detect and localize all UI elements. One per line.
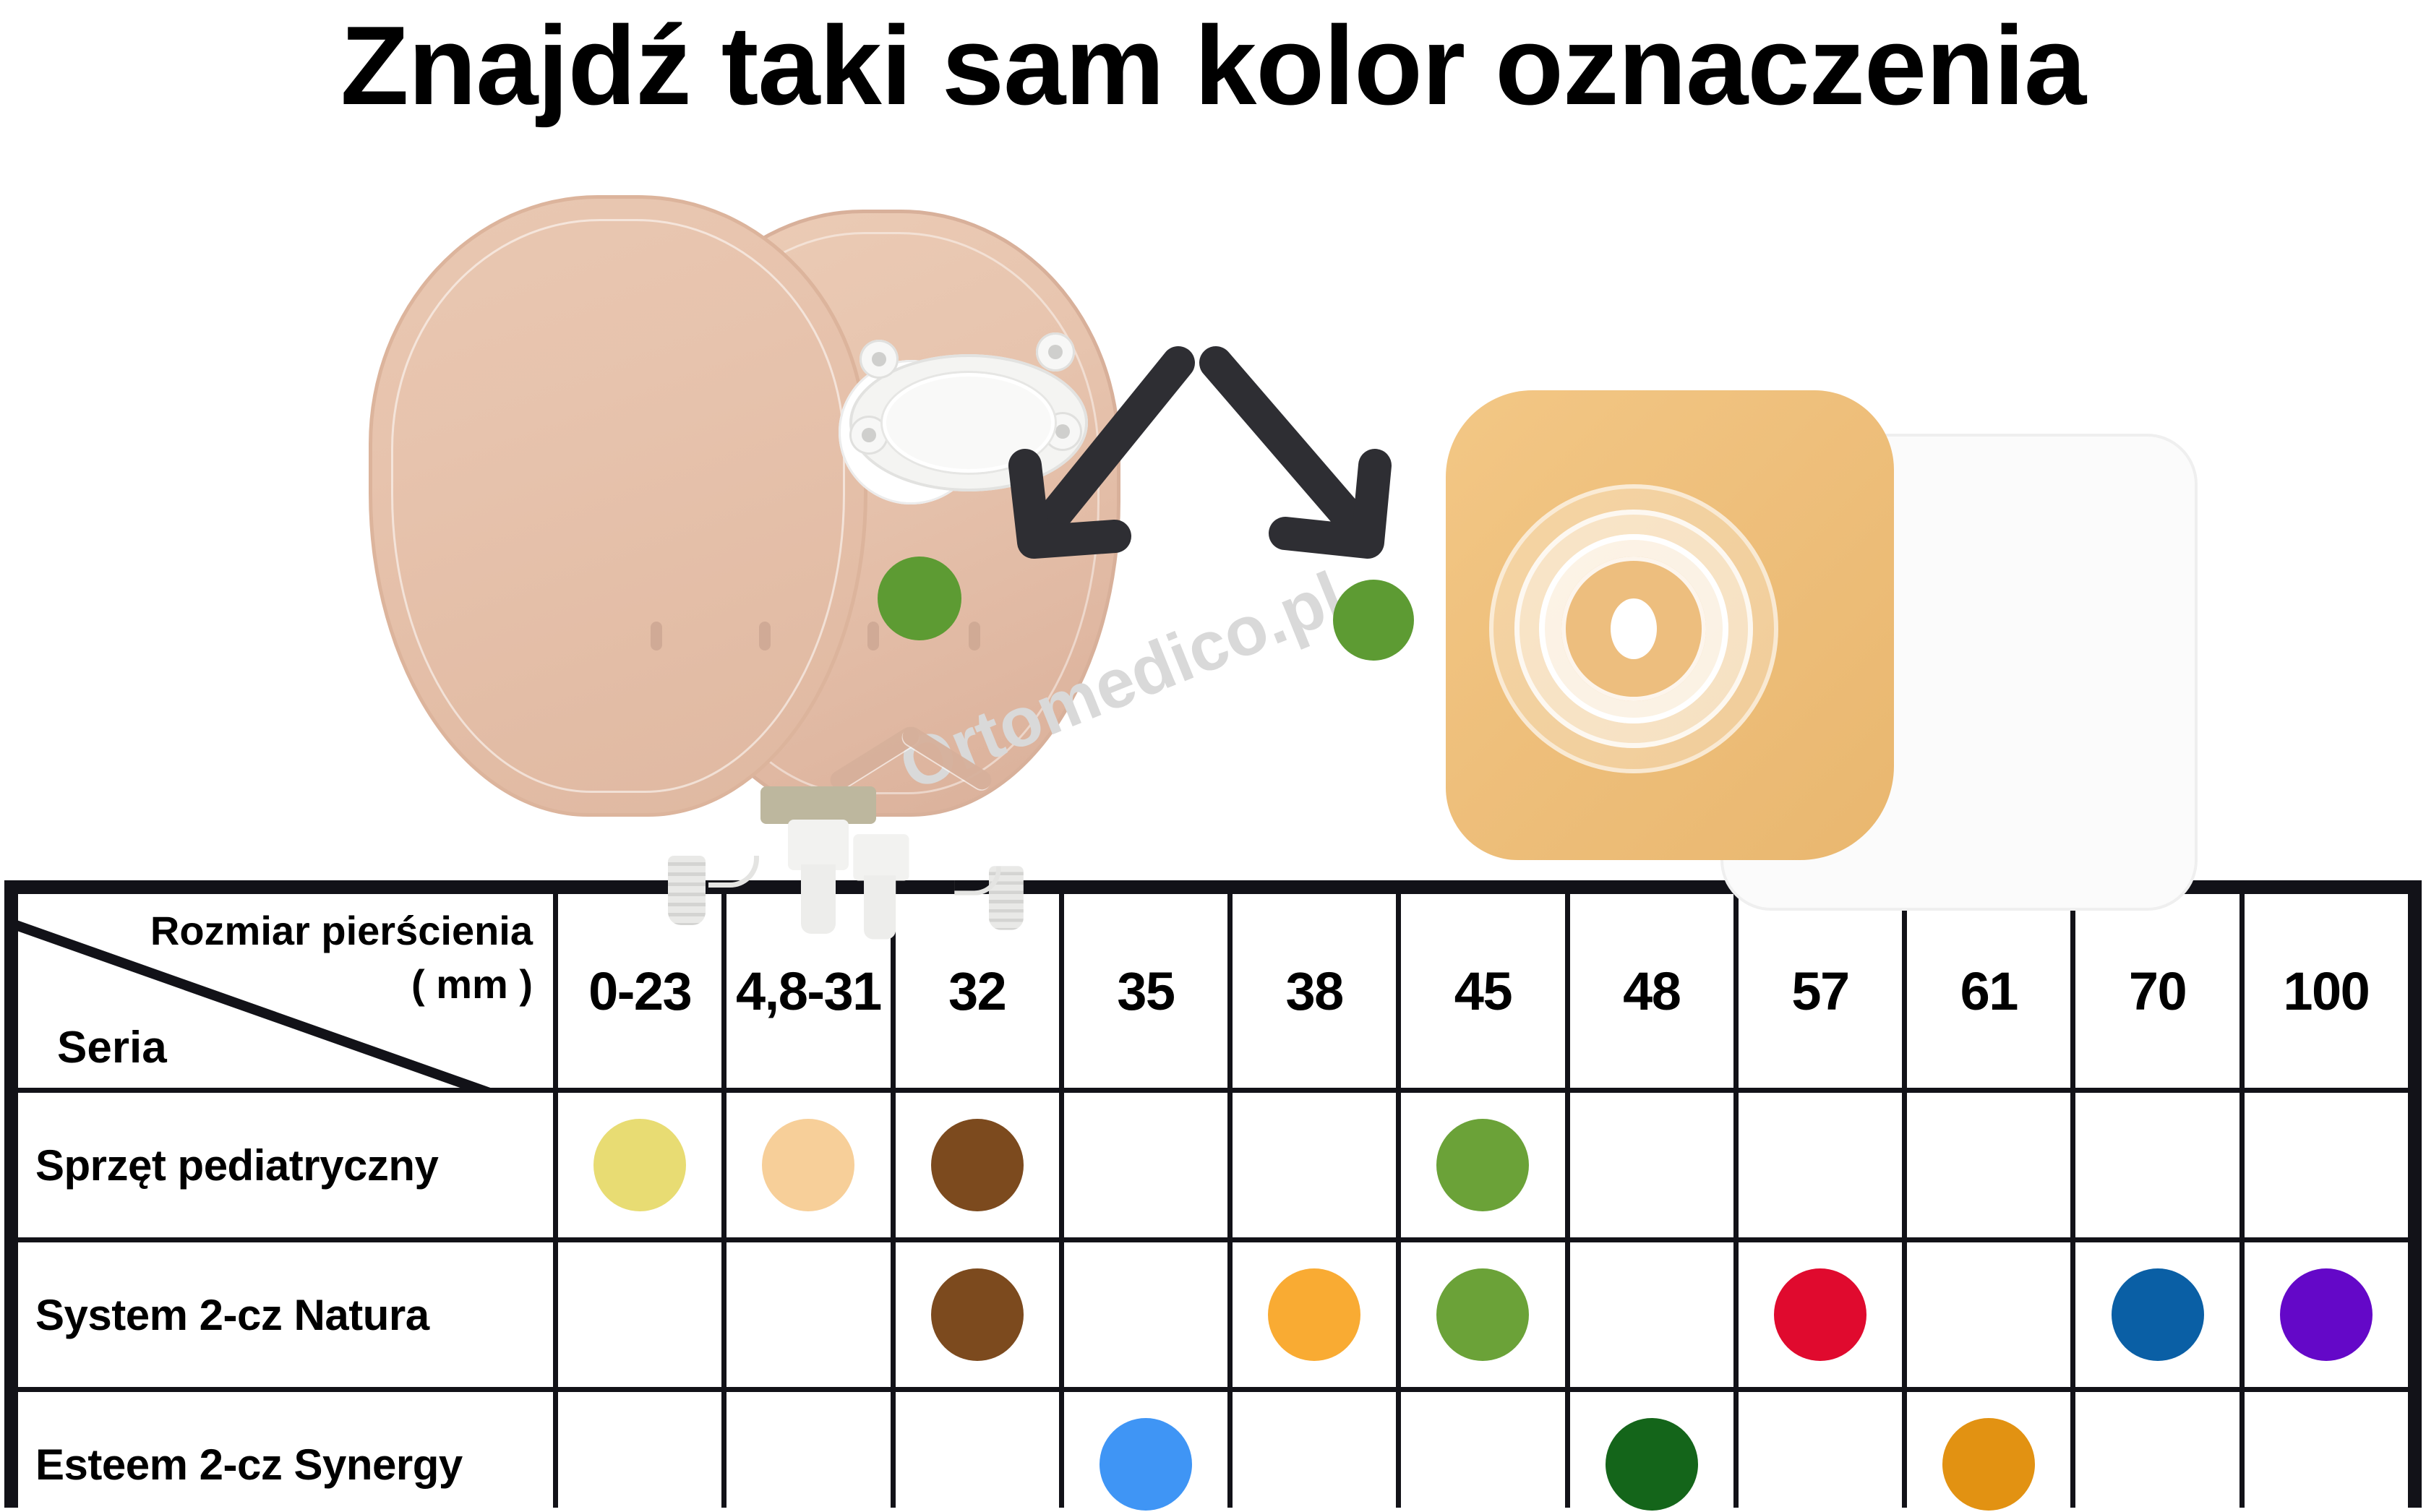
color-marker-dot: [1436, 1268, 1530, 1361]
matrix-cell-r0-c0: [558, 1093, 722, 1237]
matrix-cell-r1-c2: [895, 1242, 1059, 1387]
matrix-cell-r0-c10: [2244, 1093, 2408, 1237]
matrix-cell-r0-c6: [1569, 1093, 1733, 1237]
matrix-cell-r2-c10: [2244, 1392, 2408, 1512]
color-marker-dot: [2111, 1268, 2204, 1361]
column-header-2: 32: [895, 894, 1059, 1088]
column-header-0: 0-23: [558, 894, 722, 1088]
color-marker-dot: [1605, 1418, 1698, 1511]
green-marker-dot-right: [1333, 580, 1414, 661]
matrix-cell-r1-c8: [1907, 1242, 2071, 1387]
matrix-cell-r0-c5: [1401, 1093, 1565, 1237]
column-header-10: 100: [2244, 894, 2408, 1088]
matrix-cell-r2-c4: [1233, 1392, 1397, 1512]
color-marker-dot: [930, 1268, 1024, 1361]
matrix-cell-r1-c6: [1569, 1242, 1733, 1387]
matrix-cell-r2-c5: [1401, 1392, 1565, 1512]
matrix-cell-r1-c1: [726, 1242, 891, 1387]
matrix-cell-r0-c3: [1063, 1093, 1228, 1237]
matrix-cell-r1-c7: [1738, 1242, 1903, 1387]
matrix-cell-r1-c10: [2244, 1242, 2408, 1387]
ring-size-table: Rozmiar pierścienia ( mm ) Seria 0-23 4,…: [4, 880, 2422, 1512]
ring-size-matrix: Rozmiar pierścienia ( mm ) Seria 0-23 4,…: [13, 889, 2413, 1512]
color-marker-dot: [1436, 1119, 1530, 1211]
color-marker-dot: [762, 1119, 855, 1211]
matrix-cell-r2-c1: [726, 1392, 891, 1512]
matrix-cell-r1-c0: [558, 1242, 722, 1387]
matrix-cell-r0-c4: [1233, 1093, 1397, 1237]
series-axis-label: Seria: [57, 1023, 167, 1073]
column-header-7: 57: [1738, 894, 1903, 1088]
matrix-cell-r2-c7: [1738, 1392, 1903, 1512]
row-header-2: Esteem 2-cz Synergy: [18, 1392, 553, 1512]
matrix-cell-r0-c9: [2075, 1093, 2239, 1237]
column-header-9: 70: [2075, 894, 2239, 1088]
pouch-coupling-flange-icon: [849, 332, 1088, 513]
column-header-5: 45: [1401, 894, 1565, 1088]
table-row: System 2-cz Natura: [18, 1242, 2408, 1387]
product-illustration: [0, 166, 2426, 940]
matrix-cell-r2-c8: [1907, 1392, 2071, 1512]
pointer-arrows-icon: [1008, 346, 1392, 559]
baseplate-cut-to-fit-rings-icon: [1489, 484, 1778, 773]
matrix-cell-r1-c5: [1401, 1242, 1565, 1387]
color-marker-dot: [1942, 1418, 2036, 1511]
matrix-cell-r1-c9: [2075, 1242, 2239, 1387]
matrix-cell-r2-c0: [558, 1392, 722, 1512]
row-header-1: System 2-cz Natura: [18, 1242, 553, 1387]
page-title: Znajdź taki sam kolor oznaczenia: [340, 3, 2086, 128]
color-marker-dot: [1773, 1268, 1866, 1361]
table-row: Esteem 2-cz Synergy: [18, 1392, 2408, 1512]
column-header-4: 38: [1233, 894, 1397, 1088]
table-body: Sprzęt pediatryczny System 2-cz Natura Est…: [18, 1093, 2408, 1512]
corner-header-cell: Rozmiar pierścienia ( mm ) Seria: [18, 894, 553, 1088]
color-marker-dot: [2279, 1268, 2373, 1361]
matrix-cell-r2-c9: [2075, 1392, 2239, 1512]
matrix-cell-r2-c2: [895, 1392, 1059, 1512]
urostomy-pouch-transparent-image: [369, 195, 867, 817]
pouch-chevron-marks-icon: [824, 723, 998, 794]
column-header-3: 35: [1063, 894, 1228, 1088]
matrix-cell-r0-c8: [1907, 1093, 2071, 1237]
arrow-left-shaft: [1026, 346, 1195, 547]
color-marker-dot: [1268, 1268, 1361, 1361]
matrix-cell-r0-c1: [726, 1093, 891, 1237]
table-header-row: Rozmiar pierścienia ( mm ) Seria 0-23 4,…: [18, 894, 2408, 1088]
color-marker-dot: [930, 1119, 1024, 1211]
pouch-tab-row: [651, 622, 983, 650]
column-header-6: 48: [1569, 894, 1733, 1088]
ring-size-axis-label: Rozmiar pierścienia ( mm ): [150, 908, 533, 1007]
table-head: Rozmiar pierścienia ( mm ) Seria 0-23 4,…: [18, 894, 2408, 1088]
matrix-cell-r0-c7: [1738, 1093, 1903, 1237]
color-marker-dot: [1099, 1418, 1192, 1511]
matrix-cell-r1-c4: [1233, 1242, 1397, 1387]
matrix-cell-r2-c6: [1569, 1392, 1733, 1512]
arrow-right-head: [1269, 449, 1392, 559]
arrow-left-head: [1008, 449, 1131, 559]
row-header-0: Sprzęt pediatryczny: [18, 1093, 553, 1237]
color-marker-dot: [593, 1119, 687, 1211]
green-marker-dot-left: [878, 557, 961, 640]
matrix-cell-r1-c3: [1063, 1242, 1228, 1387]
arrow-right-shaft: [1199, 346, 1377, 547]
table-row: Sprzęt pediatryczny: [18, 1093, 2408, 1237]
column-header-8: 61: [1907, 894, 2071, 1088]
matrix-cell-r2-c3: [1063, 1392, 1228, 1512]
matrix-cell-r0-c2: [895, 1093, 1059, 1237]
